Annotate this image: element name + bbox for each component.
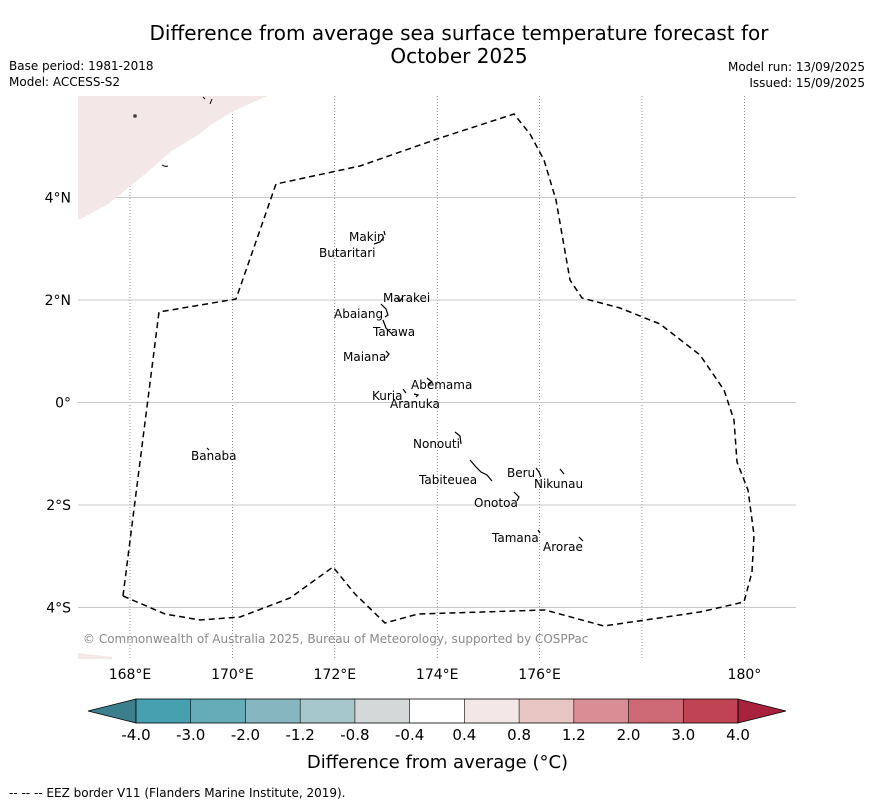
- islet-marshall-2: [161, 164, 169, 167]
- latitude-tick-label: 0°: [55, 396, 71, 412]
- island-label: Abaiang: [334, 307, 383, 321]
- title-line-2: October 2025: [390, 44, 528, 68]
- islet-marshall: [133, 114, 137, 118]
- longitude-tick-label: 174°E: [416, 667, 459, 683]
- colorbar-tick-label: 4.0: [726, 726, 750, 744]
- atoll-arorae: [578, 536, 584, 542]
- colorbar-segment: [190, 699, 246, 723]
- island-label: Makin: [349, 230, 385, 244]
- colorbar-segment: [573, 699, 629, 723]
- colorbar-segment: [464, 699, 520, 723]
- atoll-kuria: [402, 388, 407, 394]
- islet-marshall-3: [202, 96, 213, 105]
- longitude-tick-label: 170°E: [211, 667, 254, 683]
- island-label: Kuria: [372, 389, 403, 403]
- eez-border: [122, 113, 755, 627]
- colorbar-segment: [519, 699, 574, 723]
- colorbar-tick-label: -2.0: [231, 726, 260, 744]
- issued-date: Issued: 15/09/2025: [749, 76, 865, 90]
- model-name: Model: ACCESS-S2: [9, 75, 121, 89]
- atoll-onotoa: [513, 491, 520, 502]
- colorbar-frame: [135, 698, 739, 724]
- map-title: Difference from average sea surface temp…: [0, 22, 873, 68]
- colorbar-segment: [628, 699, 684, 723]
- island-label: Nonouti: [413, 437, 460, 451]
- island-label: Maiana: [343, 350, 386, 364]
- atoll-marakei: [396, 297, 403, 302]
- land-area: [78, 96, 268, 220]
- atoll-beru: [535, 467, 542, 478]
- atoll-nikunau: [559, 468, 565, 475]
- colorbar-segment: [136, 699, 191, 723]
- atolls: [206, 230, 584, 542]
- atoll-maiana: [385, 350, 390, 359]
- colorbar-label: Difference from average (°C): [306, 752, 569, 773]
- colorbar-segment: [245, 699, 301, 723]
- latitude-tick-label: 4°N: [45, 191, 71, 207]
- island-label: Tabiteuea: [418, 473, 477, 487]
- island-label: Tamana: [491, 531, 539, 545]
- island-label: Arorae: [543, 540, 583, 554]
- island-label: Beru: [507, 466, 535, 480]
- longitude-tick-label: 168°E: [109, 667, 152, 683]
- colorbar-tick-label: -0.8: [340, 726, 369, 744]
- colorbar-tick-label: -3.0: [176, 726, 205, 744]
- colorbar: -4.0 -3.0 -2.0 -1.2 -0.8 -0.4 0.4 0.8 1.2 2.0 3.0 4…: [87, 698, 787, 744]
- colorbar-tick-label: 0.8: [507, 726, 531, 744]
- colorbar-segment: [409, 699, 465, 723]
- colorbar-tick-label: -4.0: [121, 726, 150, 744]
- atoll-abemama: [426, 377, 433, 386]
- colorbar-tick-label: -1.2: [286, 726, 315, 744]
- atoll-makin: [383, 230, 386, 236]
- colorbar-tick-label: 0.4: [452, 726, 476, 744]
- latitude-tick-label: 4°S: [46, 601, 71, 617]
- colorbar-tick-label: 2.0: [617, 726, 641, 744]
- island-label: Marakei: [383, 291, 430, 305]
- colorbar-segment: [683, 699, 738, 723]
- island-label: Tarawa: [372, 325, 415, 339]
- latitude-ticks: 4°N 2°N 0° 2°S 4°S: [45, 191, 72, 617]
- latitude-tick-label: 2°S: [46, 498, 71, 514]
- latitude-tick-label: 2°N: [45, 293, 71, 309]
- longitude-tick-label: 176°E: [518, 667, 561, 683]
- graticule: [78, 96, 796, 659]
- atoll-aranuka: [413, 393, 420, 398]
- eez-footnote: -- -- -- EEZ border V11 (Flanders Marine…: [9, 786, 346, 800]
- island-label: Nikunau: [534, 477, 583, 491]
- longitude-tick-label: 180°: [728, 667, 762, 683]
- colorbar-tick-label: -0.4: [395, 726, 424, 744]
- colorbar-segment: [354, 699, 410, 723]
- colorbar-extend-high: [737, 698, 787, 724]
- atoll-abaiang: [380, 303, 389, 318]
- colorbar-tick-label: 1.2: [562, 726, 586, 744]
- model-run: Model run: 13/09/2025: [727, 60, 865, 74]
- longitude-ticks: 168°E 170°E 172°E 174°E 176°E 180°: [109, 667, 762, 683]
- atoll-nonouti: [454, 431, 462, 445]
- copyright-notice: © Commonwealth of Australia 2025, Bureau…: [83, 632, 589, 646]
- colorbar-tick-label: 3.0: [671, 726, 695, 744]
- atoll-tamana: [537, 529, 541, 534]
- island-label: Butaritari: [319, 246, 376, 260]
- island-label: Abemama: [411, 378, 472, 392]
- longitude-tick-label: 172°E: [314, 667, 357, 683]
- atoll-butaritari: [373, 236, 385, 245]
- island-label: Banaba: [191, 449, 237, 463]
- atoll-banaba: [206, 447, 210, 451]
- island-label: Aranuka: [390, 397, 440, 411]
- atoll-tabiteuea: [469, 459, 493, 482]
- island-label: Onotoa: [474, 496, 518, 510]
- title-line-1: Difference from average sea surface temp…: [149, 21, 769, 45]
- atoll-tarawa: [382, 319, 393, 335]
- colorbar-extend-low: [87, 698, 137, 724]
- base-period: Base period: 1981-2018: [9, 59, 154, 73]
- land-area-bottom: [78, 653, 112, 659]
- colorbar-segment: [300, 699, 355, 723]
